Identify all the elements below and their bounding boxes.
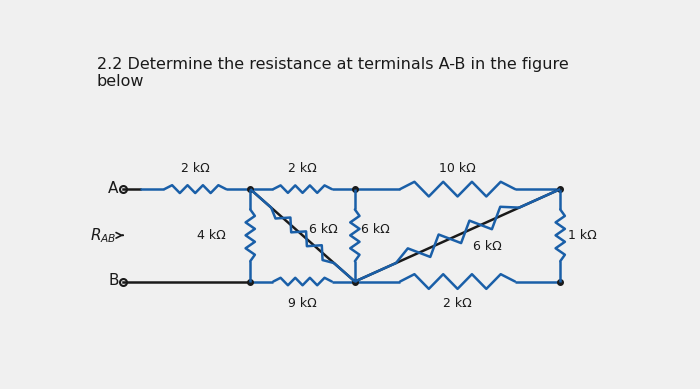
Text: $R_{AB}$: $R_{AB}$ xyxy=(90,226,117,245)
Text: 2 kΩ: 2 kΩ xyxy=(288,162,317,175)
Text: 2 kΩ: 2 kΩ xyxy=(443,297,472,310)
Text: 2.2 Determine the resistance at terminals A-B in the figure: 2.2 Determine the resistance at terminal… xyxy=(97,58,568,72)
Text: 6 kΩ: 6 kΩ xyxy=(309,223,337,236)
Text: 10 kΩ: 10 kΩ xyxy=(439,162,476,175)
Text: A: A xyxy=(108,181,118,196)
Text: 6 kΩ: 6 kΩ xyxy=(361,223,390,236)
Text: 2 kΩ: 2 kΩ xyxy=(181,162,209,175)
Text: 6 kΩ: 6 kΩ xyxy=(473,240,502,253)
Text: below: below xyxy=(97,74,144,89)
Text: 9 kΩ: 9 kΩ xyxy=(288,297,317,310)
Text: 4 kΩ: 4 kΩ xyxy=(197,229,225,242)
Text: B: B xyxy=(108,273,118,288)
Text: 1 kΩ: 1 kΩ xyxy=(568,229,596,242)
